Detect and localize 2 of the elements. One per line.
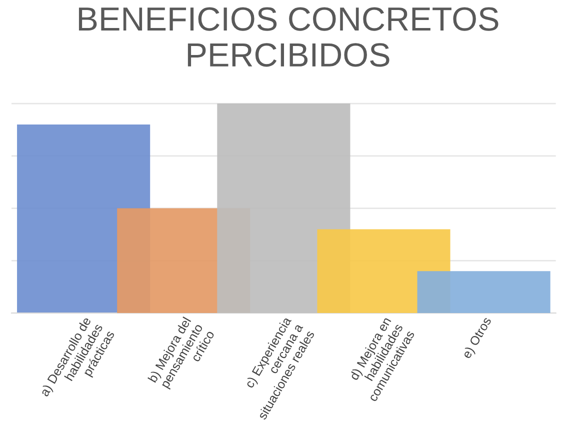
bar	[417, 271, 550, 314]
chart-title: BENEFICIOS CONCRETOS PERCIBIDOS	[78, 7, 498, 67]
